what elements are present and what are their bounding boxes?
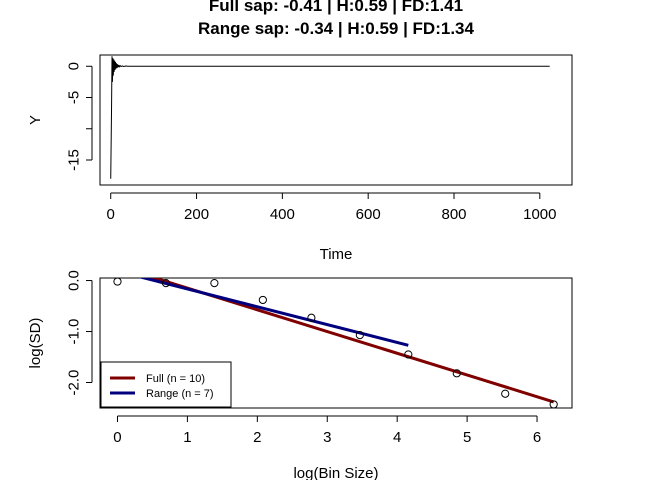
bottom-xlabel: log(Bin Size) xyxy=(293,465,378,480)
title-line2: Range sap: -0.34 | H:0.59 | FD:1.34 xyxy=(198,19,474,38)
top-x-tick-label: 600 xyxy=(356,206,381,223)
bottom-x-tick-label: 4 xyxy=(393,429,401,446)
fit-line-range xyxy=(138,278,409,347)
title-line1: Full sap: -0.41 | H:0.59 | FD:1.41 xyxy=(209,0,463,15)
data-point xyxy=(307,313,316,322)
top-x-tick-label: 400 xyxy=(270,206,295,223)
top-y-ticks: 0 -5 -15 xyxy=(66,62,93,171)
bottom-x-ticks: 0 1 2 3 4 5 6 xyxy=(113,415,541,446)
bottom-ylabel: log(SD) xyxy=(27,318,44,369)
data-point xyxy=(258,295,267,305)
top-x-ticks: 0 200 400 600 800 1000 xyxy=(107,192,557,223)
data-point xyxy=(501,389,510,398)
bottom-x-tick-label: 2 xyxy=(253,429,261,446)
legend: Full (n = 10) Range (n = 7) xyxy=(100,361,232,408)
scaling-panel: log(Bin Size) log(SD) 0 1 2 3 4 5 6 0.0 -1.0 -2.… xyxy=(27,270,573,480)
top-x-tick-label: 1000 xyxy=(523,206,556,223)
top-y-tick-label: -5 xyxy=(66,91,83,104)
data-point xyxy=(210,278,219,288)
top-y-tick-label: 0 xyxy=(66,62,83,70)
data-point xyxy=(404,350,413,359)
top-x-tick-label: 0 xyxy=(107,206,115,223)
top-x-tick-label: 200 xyxy=(184,206,209,223)
data-point xyxy=(355,330,364,340)
data-point xyxy=(452,369,461,378)
top-plot-box xyxy=(99,54,573,186)
data-point xyxy=(113,277,122,286)
time-series-panel: Time Y 0 200 400 600 800 1000 0 -5 -15 xyxy=(27,54,573,263)
top-y-tick-label: -15 xyxy=(66,149,83,171)
data-point xyxy=(161,278,171,288)
legend-label-range: Range (n = 7) xyxy=(146,388,214,400)
bottom-x-tick-label: 5 xyxy=(463,429,471,446)
data-point xyxy=(549,400,558,409)
top-series xyxy=(110,56,550,179)
bottom-y-ticks: 0.0 -1.0 -2.0 xyxy=(66,270,93,395)
bottom-x-tick-label: 3 xyxy=(323,429,331,446)
data-points xyxy=(113,277,558,409)
bottom-y-tick-label: -1.0 xyxy=(66,319,83,345)
top-x-tick-label: 800 xyxy=(441,206,466,223)
bottom-y-tick-label: -2.0 xyxy=(66,370,83,396)
top-ylabel: Y xyxy=(27,115,44,125)
top-xlabel: Time xyxy=(320,246,353,263)
legend-box xyxy=(100,361,232,408)
top-series-line xyxy=(110,56,550,179)
bottom-x-tick-label: 0 xyxy=(113,429,121,446)
bottom-x-tick-label: 6 xyxy=(533,429,541,446)
bottom-plot-box xyxy=(99,277,573,409)
bottom-y-tick-label: 0.0 xyxy=(66,270,83,291)
legend-label-full: Full (n = 10) xyxy=(146,373,205,385)
bottom-x-tick-label: 1 xyxy=(183,429,191,446)
